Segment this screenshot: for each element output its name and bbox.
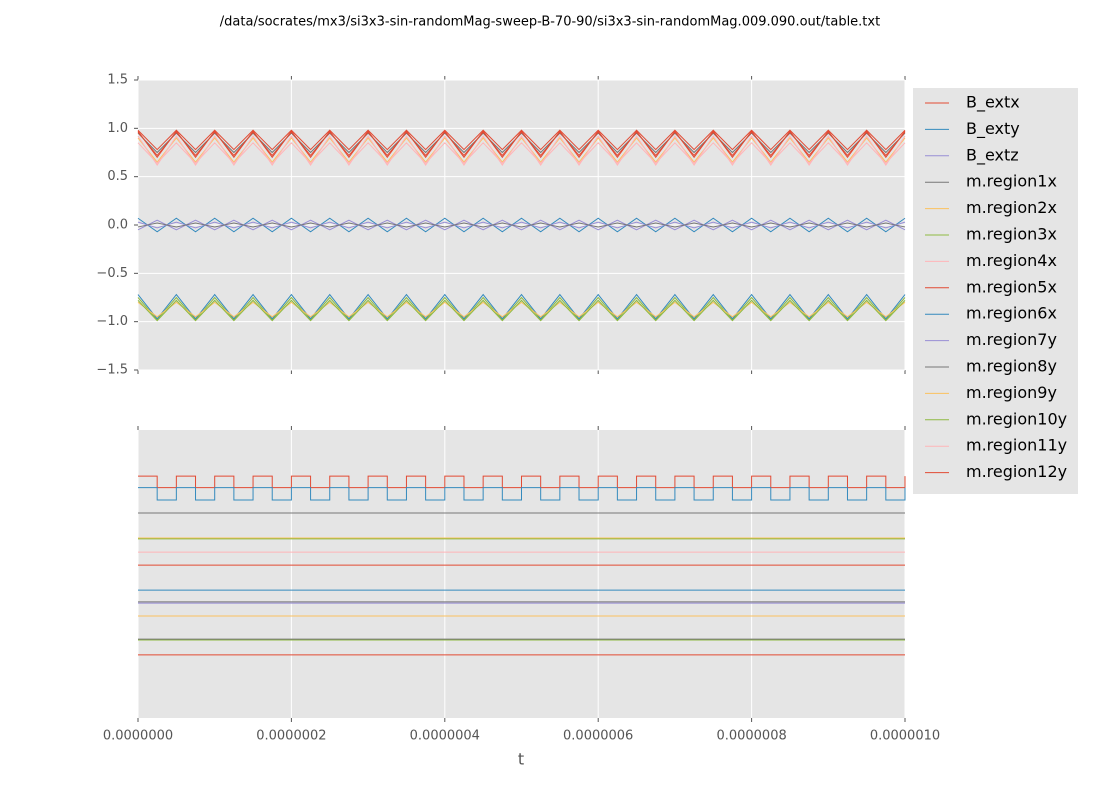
- legend-label: m.region9y: [966, 383, 1057, 402]
- y-tick-label: 1.5: [107, 73, 128, 88]
- series-line: [137, 137, 906, 163]
- x-tick-label: 0.0000006: [563, 729, 633, 744]
- plot-background: [138, 430, 905, 718]
- legend-label: m.region11y: [966, 436, 1067, 455]
- series-line: [137, 130, 906, 159]
- plot-lines: [137, 129, 906, 322]
- series-line: [137, 219, 906, 231]
- legend-label: m.region10y: [966, 409, 1067, 428]
- y-tick-label: 1.0: [107, 121, 128, 136]
- series-line: [137, 301, 906, 318]
- legend-label: B_extz: [966, 145, 1019, 165]
- series-line: [138, 487, 906, 501]
- y-tick-label: 0.5: [107, 169, 128, 184]
- series-line: [137, 142, 906, 164]
- x-tick-label: 0.0000010: [870, 729, 940, 744]
- series-line: [137, 221, 906, 229]
- y-tick-label: −1.0: [96, 314, 128, 329]
- legend-label: m.region6x: [966, 304, 1057, 323]
- legend-label: m.region12y: [966, 462, 1067, 481]
- legend-label: m.region7y: [966, 330, 1057, 349]
- legend-label: m.region5x: [966, 277, 1057, 296]
- x-tick-label: 0.0000002: [256, 729, 326, 744]
- series-line: [137, 293, 906, 320]
- chart-title: /data/socrates/mx3/si3x3-sin-randomMag-s…: [220, 15, 880, 30]
- y-tick-label: 0.0: [107, 218, 128, 233]
- legend-label: m.region2x: [966, 198, 1057, 217]
- series-line: [138, 475, 906, 489]
- x-tick-label: 0.0000004: [410, 729, 480, 744]
- series-line: [137, 217, 906, 233]
- legend-label: m.region8y: [966, 357, 1057, 376]
- x-tick-label: 0.0000000: [103, 729, 173, 744]
- series-line: [137, 132, 906, 154]
- legend-label: m.region3x: [966, 225, 1057, 244]
- x-tick-label: 0.0000008: [716, 729, 786, 744]
- y-tick-label: −0.5: [96, 266, 128, 281]
- series-line: [137, 135, 906, 166]
- x-axis-label: t: [518, 750, 524, 769]
- series-line: [137, 222, 906, 228]
- series-line: [137, 131, 906, 157]
- legend-label: B_exty: [966, 119, 1020, 139]
- y-tick-label: −1.5: [96, 363, 128, 378]
- legend-label: B_extx: [966, 93, 1020, 113]
- series-line: [137, 299, 906, 322]
- series-line: [137, 129, 906, 151]
- legend-label: m.region1x: [966, 172, 1057, 191]
- legend-label: m.region4x: [966, 251, 1057, 270]
- plot-lines: [138, 475, 906, 656]
